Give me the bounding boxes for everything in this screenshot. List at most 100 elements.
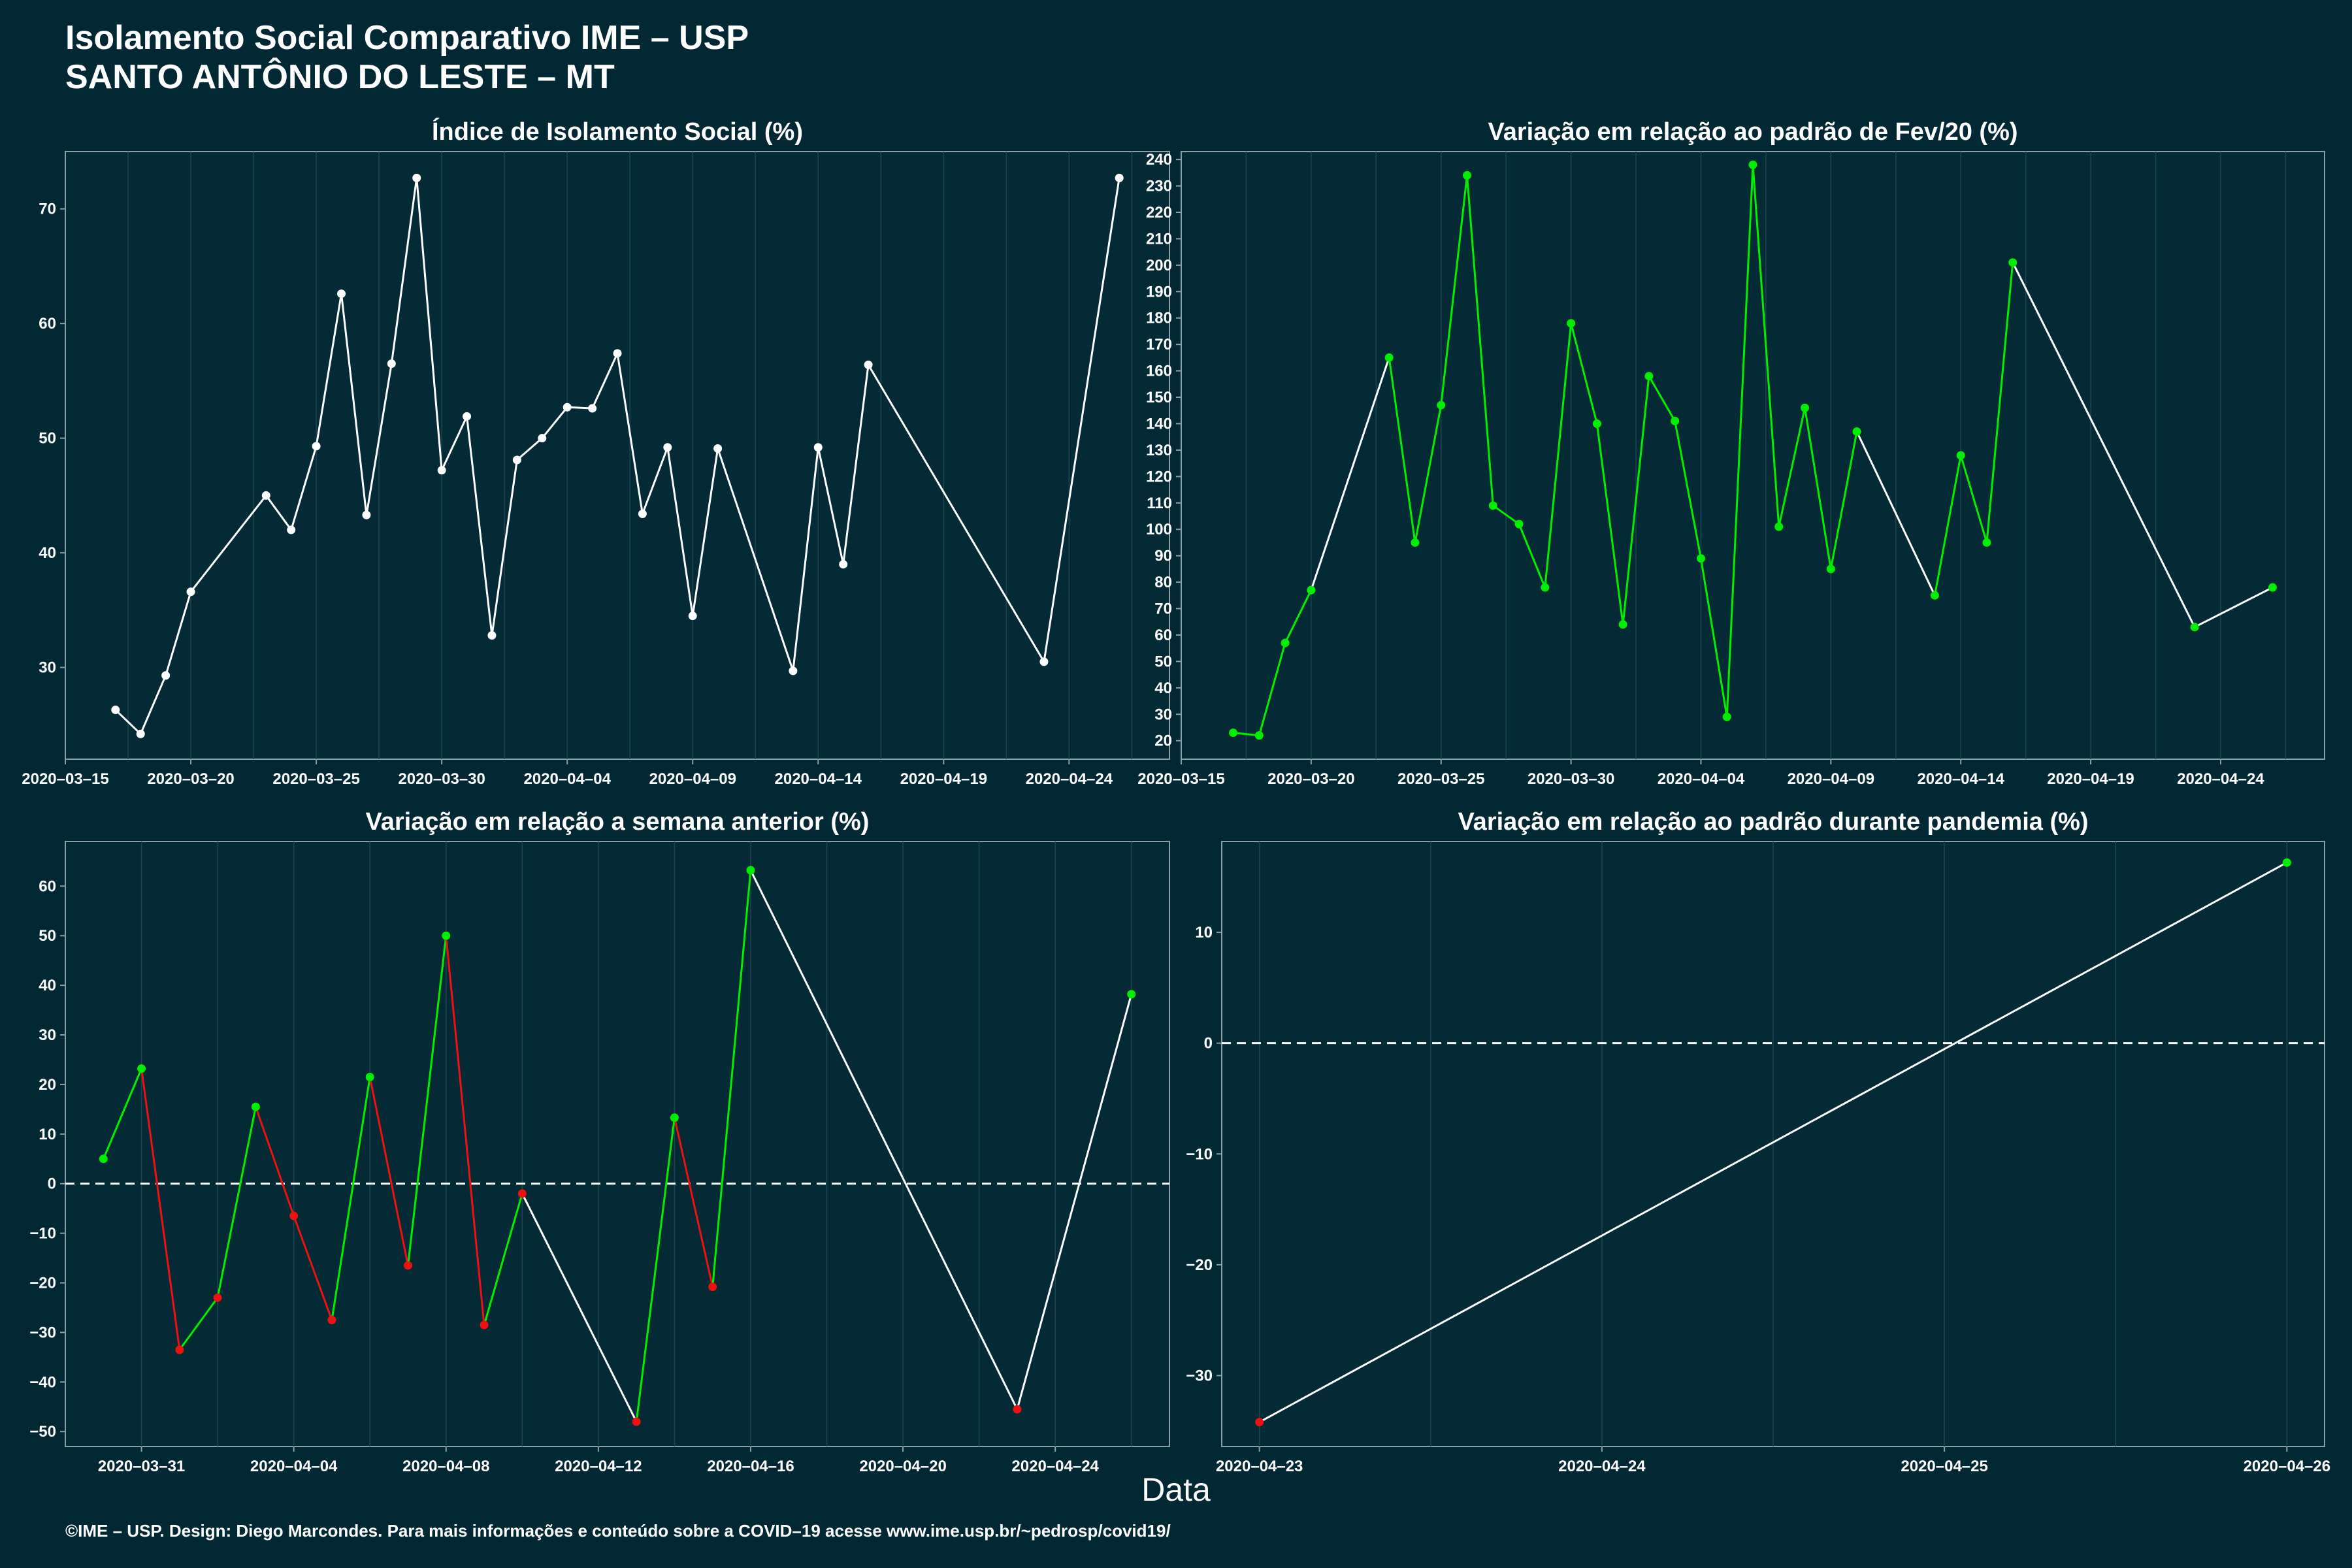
- series-line-segment: [1985, 262, 2014, 543]
- x-tick-label: 2020–03–15: [1137, 770, 1224, 788]
- series-line-segment: [1648, 375, 1676, 422]
- y-tick-label: −20: [29, 1275, 56, 1292]
- x-tick-label: 2020–04–20: [859, 1458, 946, 1475]
- data-point: [1671, 416, 1680, 425]
- data-point: [1127, 990, 1136, 999]
- y-tick-label: 20: [39, 1076, 56, 1094]
- series-line-segment: [1388, 357, 1416, 543]
- series-line-segment: [254, 1106, 295, 1217]
- data-point: [480, 1320, 489, 1330]
- data-point: [1722, 712, 1731, 721]
- series-line-segment: [483, 1193, 523, 1326]
- y-tick-label: 40: [39, 977, 56, 994]
- y-tick-label: 110: [1147, 495, 1172, 512]
- data-point: [1852, 427, 1861, 436]
- x-tick-label: 2020–04–14: [775, 770, 862, 788]
- series-line-segment: [390, 178, 418, 364]
- data-point: [663, 443, 672, 452]
- data-point: [1013, 1405, 1022, 1414]
- series-line-segment: [1518, 523, 1546, 588]
- data-point: [1696, 554, 1705, 563]
- data-point: [839, 560, 848, 569]
- data-point: [1255, 1418, 1264, 1427]
- x-tick-label: 2020–04–04: [1658, 770, 1745, 788]
- series-line-segment: [1778, 407, 1806, 527]
- data-point: [337, 289, 346, 299]
- x-tick-label: 2020–04–16: [707, 1458, 794, 1475]
- series-line-segment: [673, 1117, 714, 1287]
- y-tick-label: 160: [1146, 363, 1172, 380]
- data-point: [1411, 538, 1420, 547]
- data-point: [327, 1315, 336, 1324]
- y-tick-label: 30: [39, 659, 56, 677]
- y-tick-label: 40: [39, 544, 56, 562]
- data-point: [213, 1293, 222, 1302]
- series-line-segment: [521, 1193, 638, 1422]
- data-point: [186, 587, 195, 596]
- series-line-segment: [642, 447, 669, 515]
- data-point: [1514, 519, 1524, 529]
- data-point: [161, 671, 171, 680]
- series-line-segment: [1699, 558, 1728, 717]
- data-point: [403, 1261, 412, 1270]
- series-line-segment: [139, 675, 167, 734]
- x-tick-label: 2020–03–30: [1527, 770, 1614, 788]
- x-tick-label: 2020–04–25: [1901, 1458, 1987, 1475]
- series-line-segment: [711, 870, 752, 1287]
- series-line-segment: [1933, 455, 1962, 596]
- y-tick-label: 50: [1154, 653, 1172, 670]
- x-tick-label: 2020–04–24: [2177, 770, 2264, 788]
- data-point: [864, 360, 873, 369]
- series-line-segment: [749, 870, 1019, 1410]
- data-point: [362, 510, 371, 519]
- data-point: [588, 404, 597, 413]
- plot-area: [65, 841, 1170, 1447]
- x-tick-label: 2020–04–14: [1917, 770, 2004, 788]
- data-point: [638, 509, 647, 518]
- y-tick-label: 10: [1195, 924, 1213, 941]
- series-line-segment: [1233, 732, 1260, 737]
- data-point: [437, 466, 446, 475]
- y-tick-label: −50: [29, 1423, 56, 1441]
- series-line-segment: [616, 353, 644, 514]
- data-point: [1748, 160, 1757, 169]
- series-line-segment: [792, 447, 819, 672]
- data-point: [1592, 419, 1601, 428]
- x-tick-label: 2020–04–09: [649, 770, 736, 788]
- y-tick-label: 190: [1146, 283, 1172, 301]
- data-point: [487, 630, 497, 640]
- series-line-segment: [368, 1077, 409, 1266]
- data-point: [1437, 400, 1446, 410]
- data-point: [312, 442, 321, 451]
- data-point: [746, 866, 755, 875]
- data-point: [2282, 858, 2291, 867]
- series-line-segment: [331, 1077, 371, 1320]
- series-line-segment: [1855, 431, 1936, 596]
- data-point: [2190, 623, 2199, 632]
- series-line-segment: [1570, 323, 1598, 424]
- series-line-segment: [1544, 323, 1573, 588]
- series-line-segment: [1595, 423, 1624, 625]
- data-point: [632, 1417, 641, 1426]
- series-line-segment: [2194, 586, 2274, 629]
- data-point: [137, 1064, 146, 1073]
- y-tick-label: 240: [1146, 151, 1172, 169]
- chart-panel-variacao-semana: Variação em relação a semana anterior (%…: [29, 808, 1170, 1475]
- data-point: [1618, 620, 1627, 629]
- data-point: [1488, 501, 1497, 510]
- series-line-segment: [591, 353, 619, 409]
- x-tick-label: 2020–04–04: [250, 1458, 338, 1475]
- series-line-segment: [666, 447, 694, 616]
- x-tick-label: 2020–03–30: [398, 770, 485, 788]
- series-line-segment: [842, 365, 870, 564]
- x-tick-label: 2020–04–19: [900, 770, 987, 788]
- series-line-segment: [867, 364, 1045, 662]
- y-tick-label: 220: [1146, 204, 1172, 221]
- data-point: [1039, 657, 1049, 666]
- series-line-segment: [1674, 421, 1702, 559]
- panel-title: Variação em relação ao padrão durante pa…: [1458, 808, 2088, 836]
- chart-panel-isolamento: Índice de Isolamento Social (%) 30 40 50 60 7…: [22, 117, 1170, 788]
- series-line-segment: [1258, 861, 2288, 1424]
